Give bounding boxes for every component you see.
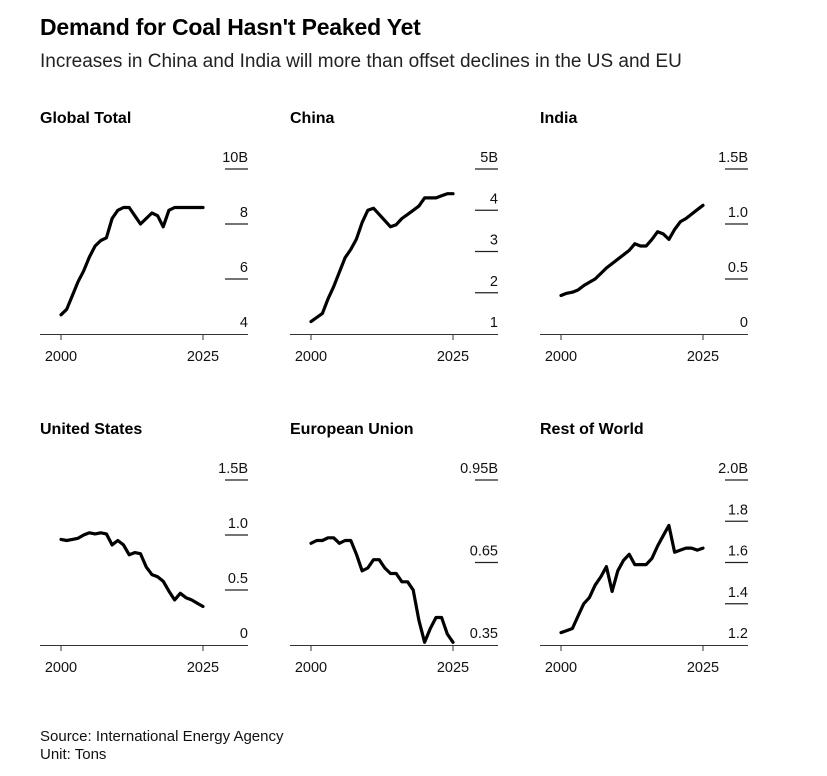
panel-european-union: European Union 0.35 0.65 0.95B 2000 2025 (290, 421, 540, 711)
panel-title: United States (40, 421, 143, 438)
panel-title: European Union (290, 421, 414, 438)
x-tick-label: 2000 (295, 349, 327, 365)
y-tick-label: 2 (490, 274, 498, 290)
y-tick-label: 1.0 (728, 205, 748, 221)
panel-chart: 0 0.5 1.0 1.5B 2000 2025 (40, 461, 248, 676)
y-tick-label: 4 (490, 191, 498, 207)
y-tick-label: 1.5B (218, 461, 248, 477)
series-line (309, 536, 455, 644)
y-tick-label: 5B (480, 150, 498, 166)
panel-title: India (540, 110, 578, 127)
panel-global-total: Global Total 4 6 8 10B 2000 2025 (40, 110, 290, 400)
series-line (59, 531, 205, 609)
panel-title: Global Total (40, 110, 132, 127)
y-tick-label: 2.0B (718, 461, 748, 477)
y-tick-label: 0.5 (228, 571, 248, 587)
panel-title: Rest of World (540, 421, 644, 438)
y-tick-label: 0.95B (460, 461, 498, 477)
y-tick-label: 4 (240, 315, 248, 331)
y-tick-label: 0 (740, 315, 748, 331)
y-tick-label: 1.0 (228, 516, 248, 532)
footer: Source: International Energy Agency Unit… (40, 728, 284, 764)
y-tick-label: 10B (222, 150, 248, 166)
y-tick-label: 1.8 (728, 502, 748, 518)
x-tick-label: 2025 (437, 349, 469, 365)
chart-title: Demand for Coal Hasn't Peaked Yet (40, 14, 421, 40)
y-tick-label: 1.5B (718, 150, 748, 166)
panel-rest-of-world: Rest of World 1.2 1.4 1.6 1.8 2.0B 2000 2025 (540, 421, 790, 711)
x-tick-label: 2025 (687, 660, 719, 676)
x-tick-label: 2025 (687, 349, 719, 365)
y-tick-label: 0.35 (470, 626, 498, 642)
x-tick-label: 2000 (545, 660, 577, 676)
x-tick-label: 2000 (45, 349, 77, 365)
series-line (559, 203, 705, 298)
panel-chart: 1 2 3 4 5B 2000 2025 (290, 150, 498, 365)
y-tick-label: 0.5 (728, 260, 748, 276)
panel-chart: 0 0.5 1.0 1.5B 2000 2025 (540, 150, 748, 365)
panel-united-states: United States 0 0.5 1.0 1.5B 2000 2025 (40, 421, 290, 711)
x-tick-label: 2000 (545, 349, 577, 365)
y-tick-label: 1.2 (728, 626, 748, 642)
panel-chart: 0.35 0.65 0.95B 2000 2025 (290, 461, 498, 676)
y-tick-label: 0 (240, 626, 248, 642)
unit-note: Unit: Tons (40, 746, 107, 763)
y-tick-label: 1.6 (728, 544, 748, 560)
series-line (309, 192, 455, 324)
source-note: Source: International Energy Agency (40, 728, 284, 745)
chart-subtitle: Increases in China and India will more t… (40, 51, 682, 72)
y-tick-label: 8 (240, 205, 248, 221)
x-tick-label: 2025 (187, 349, 219, 365)
panel-title: China (290, 110, 335, 127)
panel-china: China 1 2 3 4 5B 2000 2025 (290, 110, 540, 400)
x-tick-label: 2000 (45, 660, 77, 676)
panel-india: India 0 0.5 1.0 1.5B 2000 2025 (540, 110, 790, 400)
x-tick-label: 2025 (437, 660, 469, 676)
panel-chart: 1.2 1.4 1.6 1.8 2.0B 2000 2025 (540, 461, 748, 676)
series-line (59, 205, 205, 317)
panel-chart: 4 6 8 10B 2000 2025 (40, 150, 248, 365)
series-line (559, 523, 705, 635)
y-tick-label: 3 (490, 233, 498, 249)
y-tick-label: 1.4 (728, 585, 748, 601)
x-tick-label: 2000 (295, 660, 327, 676)
y-tick-label: 1 (490, 315, 498, 331)
y-tick-label: 6 (240, 260, 248, 276)
y-tick-label: 0.65 (470, 544, 498, 560)
x-tick-label: 2025 (187, 660, 219, 676)
